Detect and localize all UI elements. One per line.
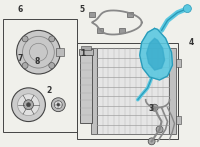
Bar: [80, 55, 92, 123]
Text: 8: 8: [35, 57, 40, 66]
Polygon shape: [147, 38, 165, 70]
Text: 6: 6: [18, 5, 23, 14]
Circle shape: [51, 98, 65, 112]
Bar: [89, 12, 95, 17]
Text: 7: 7: [18, 54, 23, 64]
Polygon shape: [140, 28, 172, 80]
Circle shape: [156, 126, 163, 133]
Bar: [119, 28, 125, 33]
Bar: [56, 48, 64, 56]
Circle shape: [27, 103, 30, 107]
Circle shape: [151, 104, 158, 111]
Circle shape: [17, 30, 60, 74]
Bar: [176, 59, 181, 67]
Circle shape: [57, 103, 60, 106]
Bar: [3, 19, 77, 132]
Circle shape: [49, 36, 55, 42]
Text: 1: 1: [80, 49, 86, 58]
Text: 4: 4: [189, 38, 194, 47]
Bar: [81, 46, 91, 50]
Bar: [169, 48, 176, 134]
Text: 3: 3: [149, 104, 154, 113]
Circle shape: [22, 62, 28, 69]
Bar: [97, 48, 169, 134]
Bar: [176, 116, 181, 123]
Bar: [97, 28, 103, 33]
Circle shape: [49, 62, 55, 69]
Bar: [91, 48, 97, 134]
Circle shape: [183, 5, 191, 13]
Bar: [77, 43, 178, 139]
Bar: [127, 12, 133, 17]
Circle shape: [12, 88, 45, 122]
Text: 5: 5: [80, 5, 85, 14]
Bar: [79, 49, 93, 55]
Circle shape: [148, 138, 155, 145]
Circle shape: [22, 36, 28, 42]
Text: 2: 2: [47, 86, 52, 95]
Circle shape: [18, 94, 39, 116]
Circle shape: [24, 100, 33, 110]
Circle shape: [54, 101, 62, 109]
